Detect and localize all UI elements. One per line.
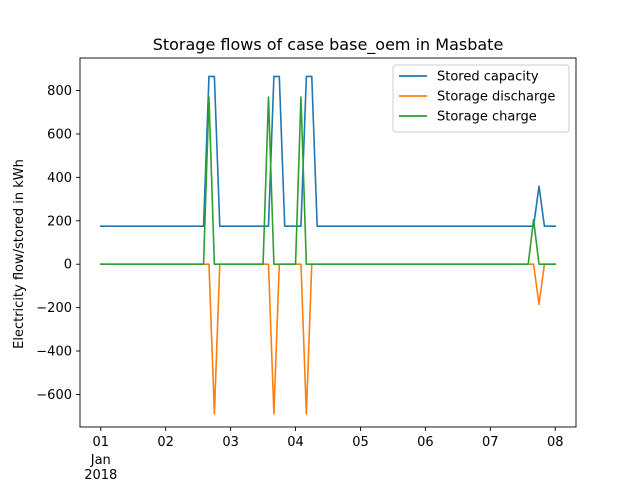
y-tick-label: 800	[47, 84, 72, 99]
legend-label: Storage discharge	[437, 90, 555, 105]
x-tick-sublabel: Jan	[90, 453, 111, 468]
y-tick-label: 0	[64, 258, 72, 273]
x-tick-label: 01	[92, 435, 109, 450]
y-tick-label: 400	[47, 171, 72, 186]
y-tick-label: −600	[36, 388, 72, 403]
legend: Stored capacity Storage discharge Storage …	[393, 65, 569, 132]
x-tick-label: 05	[352, 435, 369, 450]
legend-label: Storage charge	[437, 110, 537, 125]
y-tick-label: 600	[47, 127, 72, 142]
y-tick-label: −200	[36, 301, 72, 316]
x-tick-sublabel: 2018	[84, 468, 117, 480]
x-tick-label: 08	[547, 435, 564, 450]
legend-label: Stored capacity	[437, 70, 539, 85]
chart-title: Storage flows of case base_oem in Masbat…	[153, 35, 504, 55]
x-tick-label: 06	[417, 435, 434, 450]
y-tick-label: −400	[36, 345, 72, 360]
y-axis-label: Electricity flow/stored in kWh	[12, 159, 27, 349]
x-tick-label: 03	[222, 435, 239, 450]
y-tick-label: 200	[47, 214, 72, 229]
x-tick-label: 02	[157, 435, 174, 450]
x-tick-label: 04	[287, 435, 304, 450]
x-tick-label: 07	[482, 435, 499, 450]
